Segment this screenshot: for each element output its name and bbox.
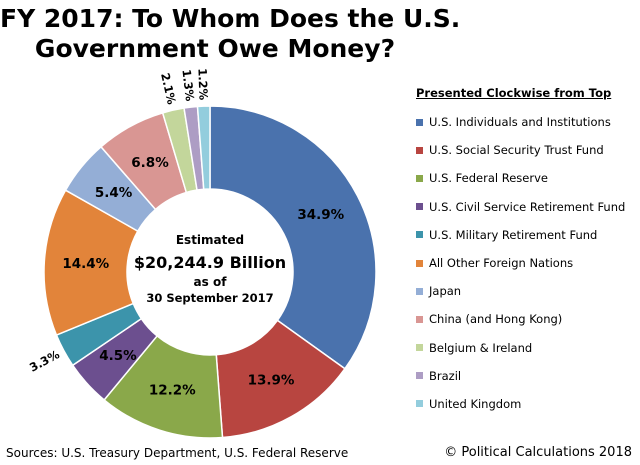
legend-item-u-s-individuals-and-institutions: U.S. Individuals and Institutions	[414, 108, 636, 136]
donut-slices	[43, 105, 377, 439]
legend-item-u-s-federal-reserve: U.S. Federal Reserve	[414, 164, 636, 192]
legend-item-u-s-social-security-trust-fund: U.S. Social Security Trust Fund	[414, 136, 636, 164]
legend-item-brazil: Brazil	[414, 362, 636, 390]
legend-swatch	[416, 372, 423, 380]
slice-label-belgium-ireland: 2.1%	[158, 72, 179, 107]
slice-u-s-individuals-and-institutions	[209, 105, 377, 370]
slice-label-u-s-federal-reserve: 12.2%	[149, 383, 196, 399]
legend-item-japan: Japan	[414, 277, 636, 305]
footer-sources: Sources: U.S. Treasury Department, U.S. …	[6, 446, 349, 460]
legend-label: China (and Hong Kong)	[429, 312, 563, 327]
chart-title-line-2: Government Owe Money?	[34, 34, 396, 63]
legend-title: Presented Clockwise from Top	[416, 86, 612, 100]
legend: Presented Clockwise from Top U.S. Indivi…	[414, 86, 636, 418]
footer-credit: © Political Calculations 2018	[444, 445, 632, 460]
center-line-date: 30 September 2017	[146, 291, 273, 305]
legend-item-china-and-hong-kong: China (and Hong Kong)	[414, 305, 636, 333]
legend-label: Belgium & Ireland	[429, 340, 533, 355]
legend-label: U.S. Federal Reserve	[429, 171, 548, 186]
legend-swatch	[416, 203, 423, 211]
slice-label-u-s-military-retirement-fund: 3.3%	[27, 347, 62, 375]
legend-swatch	[416, 315, 423, 323]
center-line-total: $20,244.9 Billion	[134, 253, 286, 272]
chart-title-line-1: FY 2017: To Whom Does the U.S.	[0, 4, 461, 33]
legend-swatch	[416, 174, 423, 182]
center-label: Estimated $20,244.9 Billion as of 30 Sep…	[134, 233, 286, 305]
legend-swatch	[416, 344, 423, 352]
legend-swatch	[416, 231, 423, 239]
slice-label-u-s-social-security-trust-fund: 13.9%	[248, 373, 295, 389]
legend-swatch	[416, 287, 423, 295]
legend-label: U.S. Military Retirement Fund	[429, 227, 598, 242]
slice-label-united-kingdom: 1.2%	[195, 68, 210, 101]
slice-label-u-s-civil-service-retirement-fund: 4.5%	[99, 348, 137, 364]
slice-united-kingdom	[196, 105, 211, 191]
legend-label: U.S. Civil Service Retirement Fund	[429, 199, 626, 214]
legend-swatch	[416, 146, 423, 154]
legend-swatch	[416, 118, 423, 126]
center-line-as-of: as of	[194, 275, 228, 289]
legend-label: Japan	[429, 284, 462, 299]
slice-label-u-s-individuals-and-institutions: 34.9%	[297, 207, 344, 223]
legend-label: U.S. Social Security Trust Fund	[429, 143, 604, 158]
center-line-estimated: Estimated	[176, 233, 244, 247]
slice-label-japan: 5.4%	[95, 185, 133, 201]
legend-item-u-s-civil-service-retirement-fund: U.S. Civil Service Retirement Fund	[414, 193, 636, 221]
legend-item-u-s-military-retirement-fund: U.S. Military Retirement Fund	[414, 221, 636, 249]
chart-title: FY 2017: To Whom Does the U.S. Governmen…	[0, 4, 461, 64]
slice-labels: 34.9% 13.9% 12.2% 4.5% 3.3% 14.4% 5.4% 6.8% 2.1%…	[27, 68, 345, 399]
slice-label-china-and-hong-kong: 6.8%	[131, 155, 169, 171]
slice-label-brazil: 1.3%	[179, 69, 197, 103]
legend-item-united-kingdom: United Kingdom	[414, 390, 636, 418]
legend-label: U.S. Individuals and Institutions	[429, 115, 611, 130]
legend-swatch	[416, 400, 423, 408]
legend-label: Brazil	[429, 368, 462, 383]
legend-item-all-other-foreign-nations: All Other Foreign Nations	[414, 249, 636, 277]
legend-item-belgium-ireland: Belgium & Ireland	[414, 334, 636, 362]
legend-label: United Kingdom	[429, 396, 522, 411]
legend-label: All Other Foreign Nations	[429, 256, 574, 271]
legend-items: U.S. Individuals and Institutions U.S. So…	[414, 108, 636, 418]
legend-swatch	[416, 259, 423, 267]
slice-label-all-other-foreign-nations: 14.4%	[62, 256, 109, 272]
